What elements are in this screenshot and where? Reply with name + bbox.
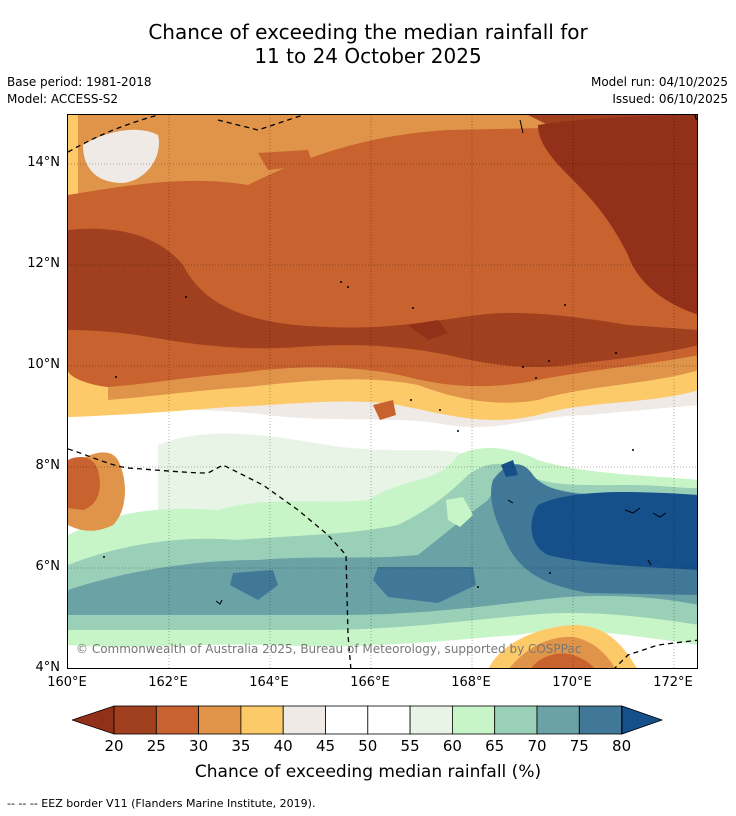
title-line-1: Chance of exceeding the median rainfall … [148, 20, 588, 44]
lat-label-12n: 12°N [27, 256, 60, 271]
eez-legend: -- -- -- EEZ border V11 (Flanders Marine… [7, 797, 316, 810]
map-canvas [68, 115, 697, 668]
colorbar-tick-label: 45 [315, 737, 336, 755]
lon-label-170e: 170°E [552, 675, 592, 690]
lon-label-162e: 162°E [148, 675, 188, 690]
colorbar-cell [409, 705, 453, 735]
issued-date: Issued: 06/10/2025 [612, 92, 728, 106]
rainfall-map: © Commonwealth of Australia 2025, Bureau… [67, 114, 698, 669]
colorbar-tick-label: 75 [569, 737, 589, 755]
copyright-notice: © Commonwealth of Australia 2025, Bureau… [76, 642, 582, 656]
colorbar-cells [113, 705, 622, 735]
colorbar-cell [325, 705, 369, 735]
meta-right: Model run: 04/10/2025 Issued: 06/10/2025 [591, 74, 728, 108]
colorbar-cell [113, 705, 157, 735]
lon-label-172e: 172°E [653, 675, 693, 690]
model-name: Model: ACCESS-S2 [7, 92, 119, 106]
colorbar-tick-label: 40 [273, 737, 293, 755]
lat-label-8n: 8°N [35, 458, 61, 473]
lon-label-164e: 164°E [249, 675, 289, 690]
map-title: Chance of exceeding the median rainfall … [0, 20, 736, 68]
base-period: Base period: 1981-2018 [7, 75, 152, 89]
title-line-2: 11 to 24 October 2025 [254, 44, 482, 68]
colorbar-tick-label: 30 [189, 737, 209, 755]
lat-label-14n: 14°N [27, 155, 60, 170]
lon-label-168e: 168°E [451, 675, 491, 690]
colorbar-cell [367, 705, 411, 735]
lat-label-4n: 4°N [35, 660, 61, 675]
colorbar-tick-label: 55 [400, 737, 420, 755]
colorbar-tick-label: 25 [146, 737, 166, 755]
colorbar-tick-label: 60 [442, 737, 462, 755]
colorbar-tick-label: 70 [527, 737, 547, 755]
meta-left: Base period: 1981-2018 Model: ACCESS-S2 [7, 74, 152, 108]
colorbar-over-arrow [621, 705, 664, 735]
colorbar-title: Chance of exceeding median rainfall (%) [194, 762, 542, 782]
model-run: Model run: 04/10/2025 [590, 75, 728, 89]
colorbar-tick-label: 50 [358, 737, 378, 755]
lon-label-166e: 166°E [350, 675, 390, 690]
colorbar-cell [451, 705, 496, 735]
colorbar-cell [282, 705, 326, 735]
colorbar-cell [240, 705, 284, 735]
lon-label-160e: 160°E [47, 675, 87, 690]
lat-label-6n: 6°N [35, 559, 61, 574]
colorbar-under-arrow [72, 705, 115, 735]
colorbar-cell [198, 705, 242, 735]
colorbar-tick-label: 65 [485, 737, 505, 755]
colorbar-cell [494, 705, 538, 735]
colorbar-cell [155, 705, 200, 735]
colorbar-tick-label: 20 [104, 737, 124, 755]
colorbar-tick-label: 80 [612, 737, 632, 755]
colorbar [72, 705, 664, 735]
colorbar-cell [536, 705, 580, 735]
colorbar-tick-label: 35 [231, 737, 251, 755]
lat-label-10n: 10°N [27, 357, 60, 372]
colorbar-cell [578, 705, 622, 735]
